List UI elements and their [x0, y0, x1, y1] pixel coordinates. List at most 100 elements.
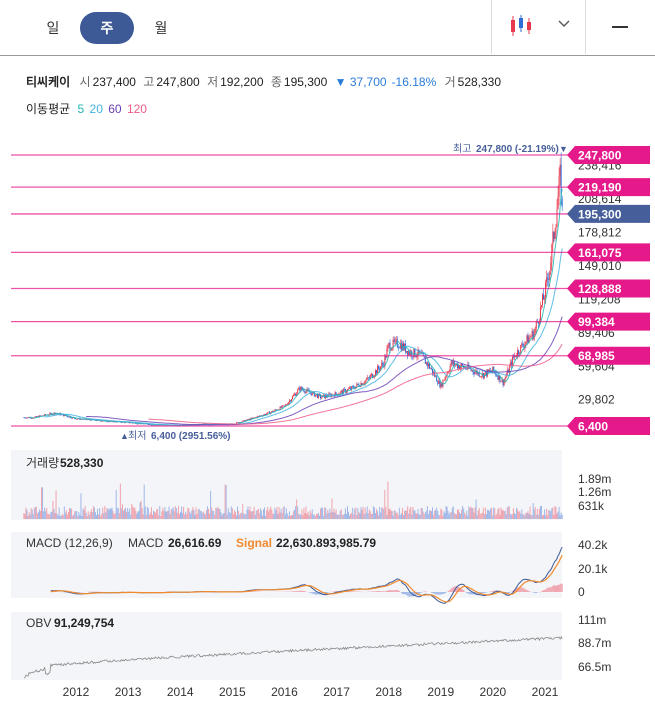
macd-histogram-bar [322, 592, 324, 595]
candle-body [292, 396, 294, 400]
macd-histogram-bar [76, 592, 78, 593]
macd-histogram-bar [544, 589, 546, 592]
candle-body [436, 375, 438, 382]
candle-body [473, 372, 475, 375]
macd-histogram-bar [304, 591, 306, 592]
volume-bar [495, 515, 497, 519]
menu-icon[interactable] [612, 26, 628, 28]
macd-histogram-bar [559, 584, 561, 592]
candle-body [502, 379, 504, 386]
candle-body [469, 368, 471, 369]
macd-histogram-bar [438, 592, 440, 595]
volume-bar [56, 513, 58, 519]
candle-body [284, 404, 286, 406]
macd-histogram-bar [353, 591, 355, 592]
volume-bar [276, 506, 278, 519]
volume-bar [139, 502, 141, 519]
candle-body [350, 387, 352, 390]
volume-bar [184, 514, 186, 519]
volume-bar [54, 513, 56, 519]
candle-body [550, 262, 552, 272]
volume-bar [491, 507, 493, 519]
volume-bar [119, 483, 121, 519]
candle-body [387, 345, 389, 349]
candle-body [34, 416, 36, 418]
candlestick-icon[interactable] [508, 12, 538, 42]
volume-bar [239, 514, 241, 519]
candle-body [295, 393, 297, 396]
candle-body [524, 344, 526, 348]
candle-body [399, 343, 401, 348]
volume-bar [286, 513, 288, 519]
volume-bar [405, 510, 407, 519]
volume-bar [377, 511, 379, 519]
volume-bar [420, 507, 422, 519]
volume-bar [214, 514, 216, 519]
volume-bar [182, 512, 184, 519]
volume-bar [265, 515, 267, 519]
volume-bar [471, 508, 473, 519]
candle-body [49, 413, 51, 415]
volume-bar [506, 507, 508, 519]
volume-bar [450, 511, 452, 519]
candle-body [395, 339, 397, 340]
signal-label: Signal [236, 536, 272, 550]
volume-bar [149, 512, 151, 519]
volume-bar [44, 507, 46, 519]
chevron-down-icon[interactable] [557, 19, 571, 29]
candle-body [351, 386, 353, 390]
volume-bar [243, 513, 245, 519]
tab-month[interactable]: 월 [154, 20, 168, 36]
candle-body [236, 422, 238, 424]
volume-bar [529, 506, 531, 519]
candle-body [108, 421, 110, 423]
volume-bar [118, 513, 120, 519]
candle-body [440, 383, 442, 388]
macd-histogram-bar [383, 591, 385, 592]
volume-bar [128, 511, 130, 519]
volume-bar [439, 515, 441, 519]
tab-week[interactable]: 주 [80, 12, 134, 44]
volume-bar [57, 515, 59, 519]
macd-histogram-bar [490, 591, 492, 592]
candle-body [372, 376, 374, 378]
candle-body [279, 406, 281, 410]
volume-bar [499, 515, 501, 519]
volume-bar [293, 511, 295, 519]
candle-body [453, 361, 455, 366]
volume-bar [127, 508, 129, 519]
candle-body [477, 372, 479, 375]
volume-bar [267, 506, 269, 519]
volume-bar [80, 493, 82, 519]
volume-bar [416, 513, 418, 519]
volume-bar [356, 515, 358, 519]
volume-bar [197, 509, 199, 519]
candle-body [382, 363, 384, 365]
volume-bar [109, 508, 111, 519]
volume-bar [463, 508, 465, 519]
candle-body [377, 366, 379, 374]
volume-bar [404, 510, 406, 519]
candle-body [293, 395, 295, 397]
volume-bar [155, 512, 157, 519]
volume-bar [339, 510, 341, 519]
volume-bar [153, 510, 155, 519]
macd-histogram-bar [523, 588, 525, 592]
macd-histogram-bar [417, 592, 419, 595]
volume-bar [336, 514, 338, 519]
candle-body [459, 365, 461, 369]
price-level-label: 195,300 [578, 207, 622, 221]
volume-bar [460, 513, 462, 519]
volume-bar [502, 509, 504, 519]
macd-histogram-bar [476, 592, 478, 595]
volume-bar [30, 508, 32, 519]
obv-y-tick: 66.5m [578, 660, 611, 674]
macd-panel-bg [11, 532, 562, 598]
volume-bar [156, 509, 158, 519]
tab-day[interactable]: 일 [46, 20, 60, 36]
volume-bar [216, 508, 218, 519]
volume-bar [409, 508, 411, 519]
volume-bar [551, 508, 553, 519]
volume-bar [212, 510, 214, 519]
